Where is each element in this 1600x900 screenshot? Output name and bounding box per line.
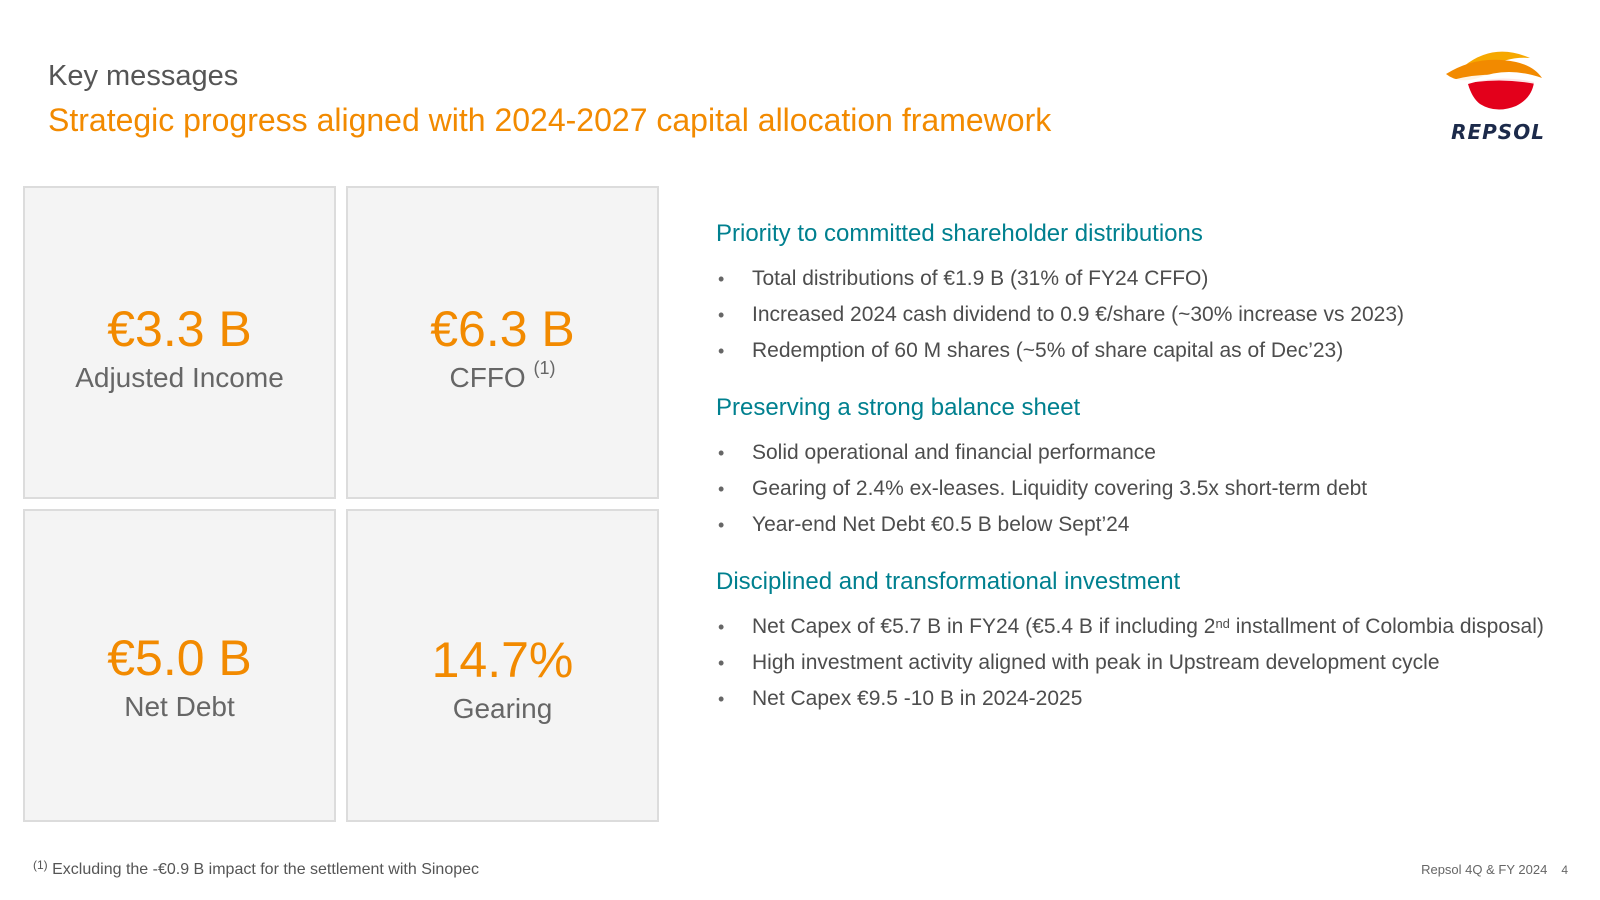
section-kicker: Key messages xyxy=(48,60,239,92)
section-investment: Disciplined and transformational investm… xyxy=(716,568,1576,710)
page-number: 4 xyxy=(1561,863,1568,877)
section-balance-sheet: Preserving a strong balance sheet • Solid… xyxy=(716,394,1576,536)
repsol-wordmark: REPSOL xyxy=(1451,120,1545,144)
kpi-tile-adjusted-income: €3.3 B Adjusted Income xyxy=(23,186,336,499)
kpi-label: Gearing xyxy=(452,693,553,724)
footer: Repsol 4Q & FY 2024 4 xyxy=(1421,862,1568,877)
key-messages-panel: Priority to committed shareholder distri… xyxy=(716,220,1576,742)
bullet-list: • Solid operational and financial perform… xyxy=(716,442,1576,536)
bullet-dot: • xyxy=(718,305,725,325)
bullet-dot: • xyxy=(718,479,725,499)
section-title: Disciplined and transformational investm… xyxy=(716,568,1181,595)
bullet-dot: • xyxy=(718,653,725,673)
list-item: • High investment activity aligned with p… xyxy=(718,651,1440,674)
kpi-grid: €3.3 B Adjusted Income €6.3 B CFFO (1) €… xyxy=(23,186,659,823)
bullet-list: • Total distributions of €1.9 B (31% of F… xyxy=(716,268,1576,362)
bullet-list: • Net Capex of €5.7 B in FY24 (€5.4 B if … xyxy=(716,616,1576,710)
kpi-value: €6.3 B xyxy=(430,301,575,357)
bullet-dot: • xyxy=(718,515,725,535)
kpi-value: 14.7% xyxy=(431,632,574,688)
footnote-marker: (1) xyxy=(533,358,556,378)
section-title: Preserving a strong balance sheet xyxy=(716,394,1081,421)
kpi-value: €3.3 B xyxy=(107,301,252,357)
kpi-label: CFFO (1) xyxy=(449,358,556,393)
kpi-label: Net Debt xyxy=(124,691,235,722)
kpi-tile-cffo: €6.3 B CFFO (1) xyxy=(346,186,659,499)
kpi-tile-net-debt: €5.0 B Net Debt xyxy=(23,509,336,822)
list-item: • Redemption of 60 M shares (~5% of share… xyxy=(718,339,1344,362)
footnote: (1) Excluding the -€0.9 B impact for the… xyxy=(33,858,480,878)
bullet-dot: • xyxy=(718,341,725,361)
repsol-logo: REPSOL xyxy=(1438,48,1558,148)
kpi-tile-gearing: 14.7% Gearing xyxy=(346,509,659,822)
list-item: • Increased 2024 cash dividend to 0.9 €/s… xyxy=(718,303,1404,326)
bullet-dot: • xyxy=(718,443,725,463)
list-item: • Total distributions of €1.9 B (31% of F… xyxy=(718,267,1209,290)
kpi-value: €5.0 B xyxy=(107,630,252,686)
list-item: • Solid operational and financial perform… xyxy=(718,441,1156,464)
section-title: Priority to committed shareholder distri… xyxy=(716,220,1203,247)
section-shareholder-distributions: Priority to committed shareholder distri… xyxy=(716,220,1576,362)
list-item: • Net Capex of €5.7 B in FY24 (€5.4 B if … xyxy=(718,615,1544,638)
list-item: • Gearing of 2.4% ex-leases. Liquidity co… xyxy=(718,477,1368,500)
bullet-dot: • xyxy=(718,617,725,637)
list-item: • Year-end Net Debt €0.5 B below Sept’24 xyxy=(718,513,1130,536)
repsol-flame-logo-icon xyxy=(1446,51,1542,110)
bullet-dot: • xyxy=(718,269,725,289)
list-item: • Net Capex €9.5 -10 B in 2024-2025 xyxy=(718,687,1083,710)
kpi-label: Adjusted Income xyxy=(75,362,284,393)
footer-source: Repsol 4Q & FY 2024 xyxy=(1421,862,1548,877)
bullet-dot: • xyxy=(718,689,725,709)
footnote-marker: (1) xyxy=(33,858,48,872)
page-title: Strategic progress aligned with 2024-202… xyxy=(48,102,1052,138)
